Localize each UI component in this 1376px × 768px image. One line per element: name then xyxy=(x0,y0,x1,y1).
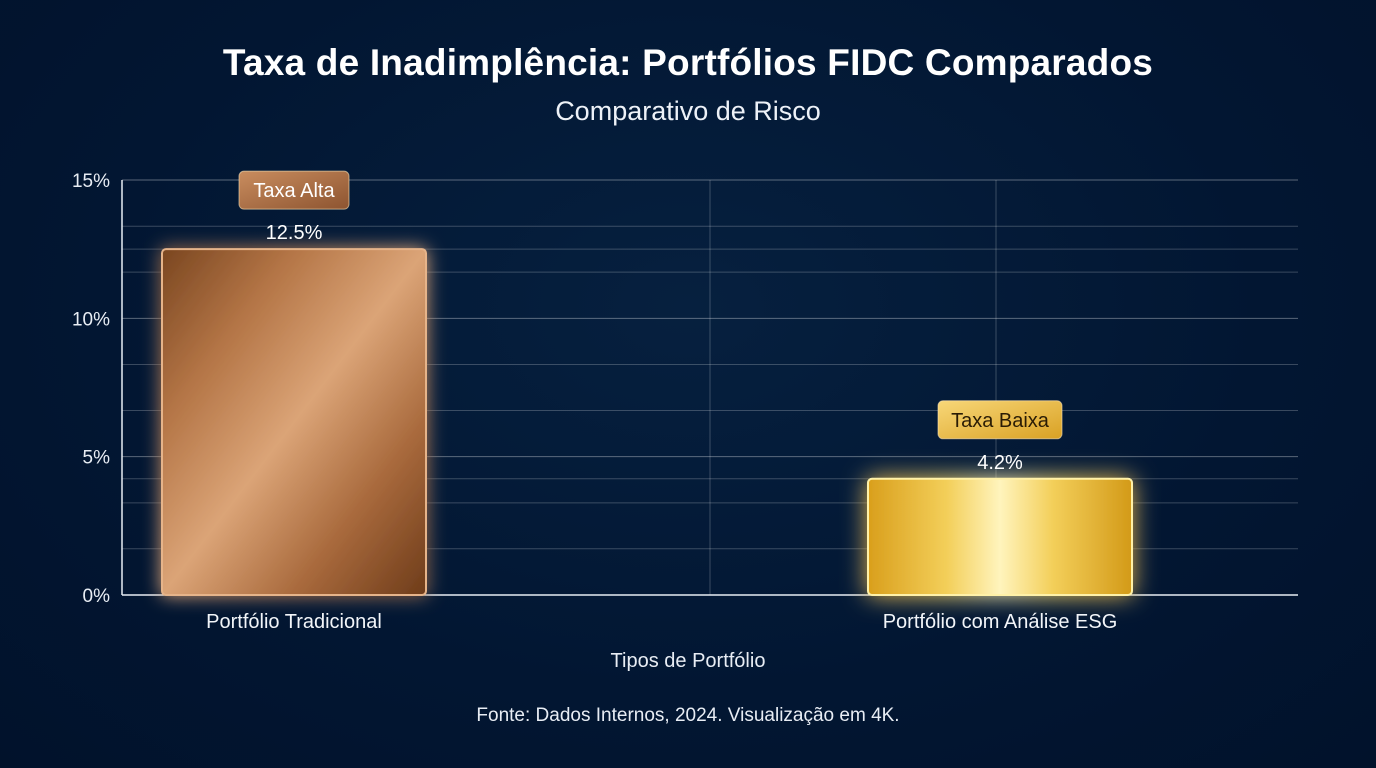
x-tick-label: Portfólio Tradicional xyxy=(206,611,382,633)
chart-labels: 0% 5% 10% 15% 12.5% Taxa Alta Portfólio Tradic… xyxy=(72,170,1118,672)
bar-badge xyxy=(937,400,1063,440)
chart-title: Taxa de Inadimplência: Portfólios FIDC C… xyxy=(222,42,1154,83)
y-tick-label: 0% xyxy=(83,586,111,607)
bar-badge-label: Taxa Alta xyxy=(253,180,335,202)
bar-2 xyxy=(867,477,1133,596)
chart-subtitle: Comparativo de Risco xyxy=(555,96,821,126)
bar-badge xyxy=(238,170,350,210)
bar-value-label: 4.2% xyxy=(977,452,1023,474)
x-axis-title: Tipos de Portfólio xyxy=(611,650,766,672)
bars xyxy=(161,248,1133,597)
y-tick-label: 10% xyxy=(72,309,110,330)
y-tick-label: 15% xyxy=(72,171,110,192)
bar-1 xyxy=(161,248,427,597)
bar-value-label: 12.5% xyxy=(266,222,323,244)
x-tick-label: Portfólio com Análise ESG xyxy=(883,611,1118,633)
bar-badge-label: Taxa Baixa xyxy=(951,410,1050,432)
source-note: Fonte: Dados Internos, 2024. Visualizaçã… xyxy=(476,705,900,726)
y-tick-label: 5% xyxy=(83,448,111,469)
